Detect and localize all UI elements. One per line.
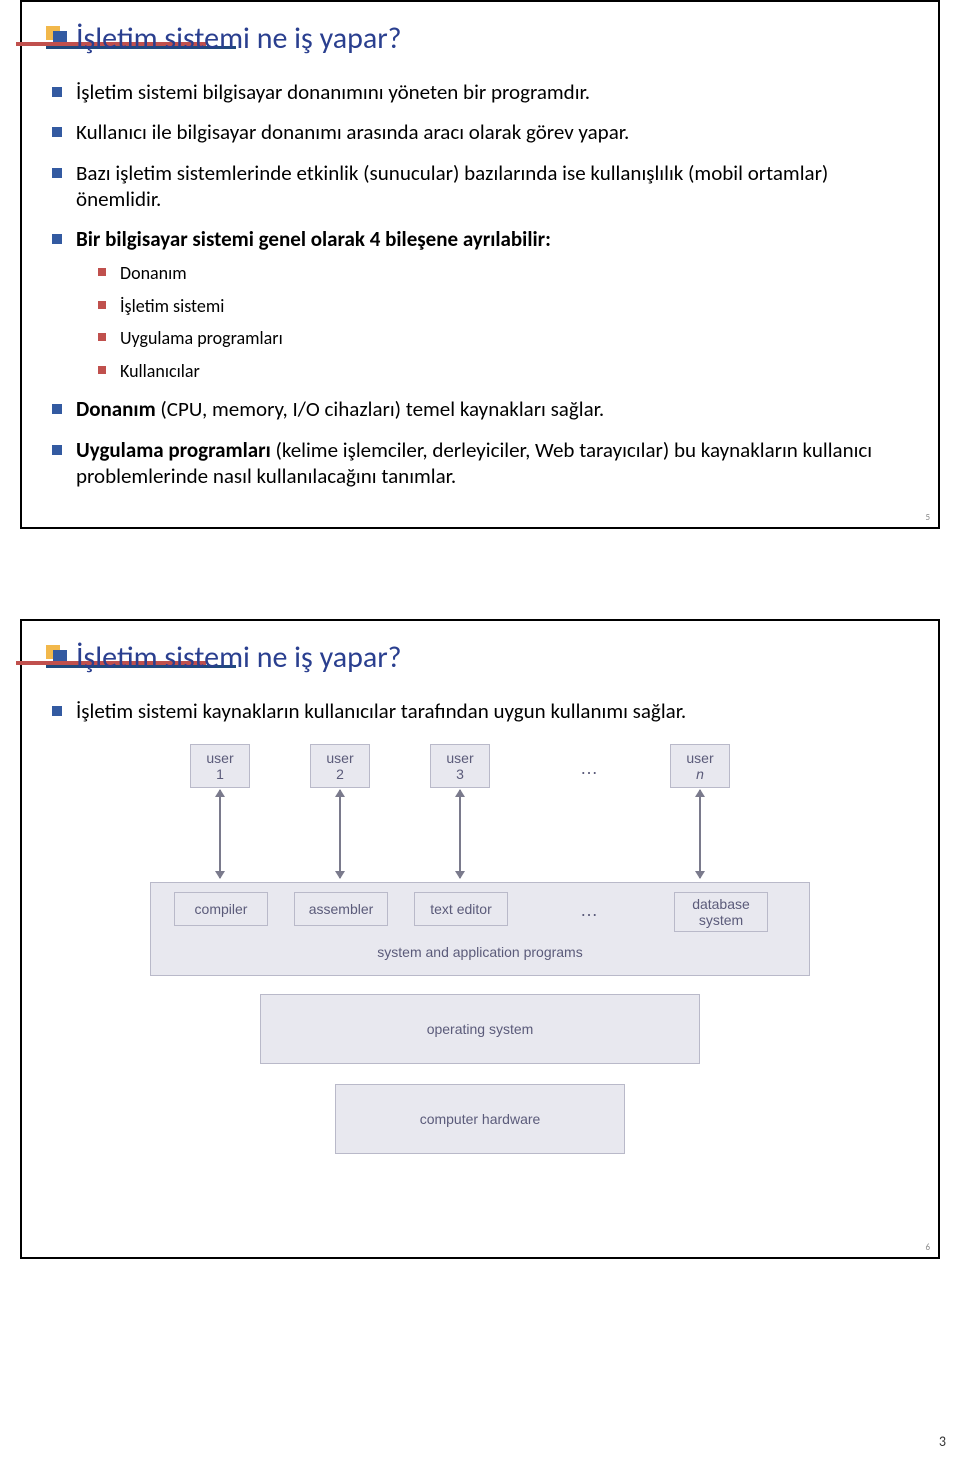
bullet-list: İşletim sistemi bilgisayar donanımını yö…: [46, 79, 914, 489]
diagram-arrow: [459, 790, 461, 878]
bullet-item: Kullanıcı ile bilgisayar donanımı arasın…: [76, 119, 914, 145]
diagram-label: system: [699, 912, 743, 928]
diagram-label: 2: [336, 766, 344, 782]
bullet-text-bold: Donanım: [76, 396, 160, 422]
diagram-label: compiler: [195, 901, 248, 917]
sub-bullet-item: İşletim sistemi: [120, 295, 914, 318]
title-bullet-icon: [46, 26, 68, 42]
slide-2: İşletim sistemi ne iş yapar? İşletim sis…: [20, 619, 940, 1259]
title-bullet-icon: [46, 645, 68, 661]
slide-title: İşletim sistemi ne iş yapar?: [76, 639, 914, 676]
diagram-label: text editor: [430, 901, 491, 917]
bullet-text-bold: Bir bilgisayar sistemi genel olarak 4 bi…: [76, 226, 551, 252]
diagram-ellipsis: …: [580, 758, 598, 779]
diagram-ellipsis: …: [580, 900, 598, 921]
bullet-item: Bazı işletim sistemlerinde etkinlik (sun…: [76, 160, 914, 213]
bullet-text: (CPU, memory, I/O cihazları) temel kayna…: [160, 396, 604, 422]
slide-number: 5: [925, 512, 930, 523]
diagram-user-box: user 2: [310, 744, 370, 788]
sub-bullet-item: Kullanıcılar: [120, 360, 914, 383]
slide-title-wrap: İşletim sistemi ne iş yapar?: [76, 639, 914, 676]
diagram-caption: system and application programs: [150, 944, 810, 960]
diagram-hw-box: computer hardware: [335, 1084, 625, 1154]
bullet-item: Bir bilgisayar sistemi genel olarak 4 bi…: [76, 226, 914, 382]
system-diagram: user 1 user 2 user 3 … user n compiler a…: [150, 744, 810, 1194]
diagram-label: 3: [456, 766, 464, 782]
diagram-user-box: user 3: [430, 744, 490, 788]
diagram-label: user: [446, 750, 473, 766]
diagram-arrow: [219, 790, 221, 878]
diagram-user-box: user n: [670, 744, 730, 788]
page-number: 3: [939, 1433, 946, 1450]
slide-title: İşletim sistemi ne iş yapar?: [76, 20, 914, 57]
bullet-item: Donanım (CPU, memory, I/O cihazları) tem…: [76, 396, 914, 422]
diagram-app-box: assembler: [294, 892, 388, 926]
diagram-label: database: [692, 896, 750, 912]
bullet-item: İşletim sistemi kaynakların kullanıcılar…: [76, 698, 914, 724]
bullet-text-bold: Uygulama programları: [76, 437, 275, 463]
diagram-label: assembler: [309, 901, 374, 917]
sub-bullet-item: Donanım: [120, 262, 914, 285]
slide-1: İşletim sistemi ne iş yapar? İşletim sis…: [20, 0, 940, 529]
diagram-label: user: [326, 750, 353, 766]
diagram-label: computer hardware: [420, 1111, 541, 1127]
diagram-user-box: user 1: [190, 744, 250, 788]
bullet-item: Uygulama programları (kelime işlemciler,…: [76, 437, 914, 490]
diagram-os-box: operating system: [260, 994, 700, 1064]
diagram-arrow: [699, 790, 701, 878]
bullet-item: İşletim sistemi bilgisayar donanımını yö…: [76, 79, 914, 105]
slide-title-wrap: İşletim sistemi ne iş yapar?: [76, 20, 914, 57]
diagram-arrow: [339, 790, 341, 878]
slide-number: 6: [925, 1242, 930, 1253]
bullet-list: İşletim sistemi kaynakların kullanıcılar…: [46, 698, 914, 724]
bullet-sublist: Donanım İşletim sistemi Uygulama program…: [76, 262, 914, 382]
diagram-label: n: [696, 766, 704, 782]
sub-bullet-item: Uygulama programları: [120, 327, 914, 350]
diagram-label: operating system: [427, 1021, 534, 1037]
diagram-label: 1: [216, 766, 224, 782]
diagram-label: user: [206, 750, 233, 766]
diagram-app-box: database system: [674, 892, 768, 932]
diagram-label: user: [686, 750, 713, 766]
diagram-app-box: text editor: [414, 892, 508, 926]
diagram-app-box: compiler: [174, 892, 268, 926]
